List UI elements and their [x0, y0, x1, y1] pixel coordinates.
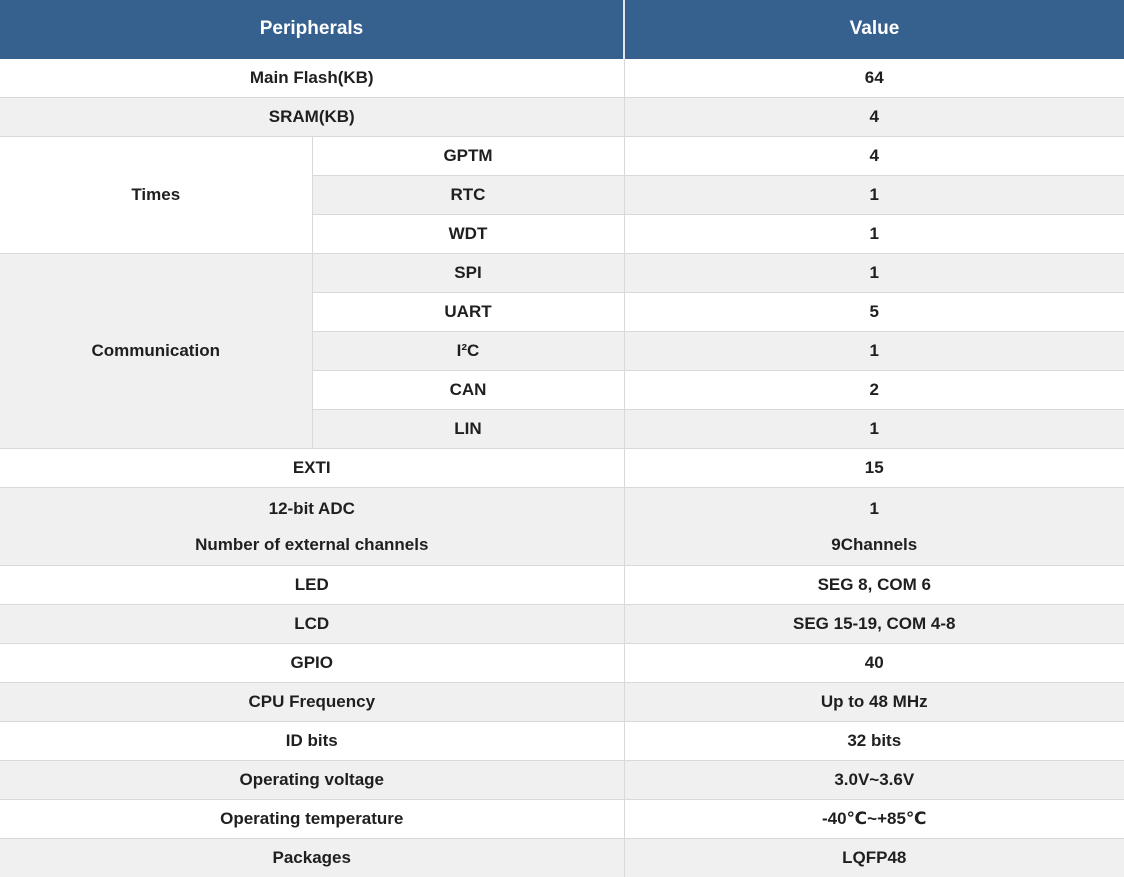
cell-gpio-value: 40 — [623, 643, 1124, 683]
cell-lcd-label: LCD — [0, 604, 625, 644]
cell-packages-label: Packages — [0, 838, 625, 877]
cell-wdt-label: WDT — [312, 214, 625, 254]
table-row-main-flash: Main Flash(KB) 64 — [0, 58, 1124, 98]
table-row-exti: EXTI 15 — [0, 448, 1124, 488]
cell-spi-value: 1 — [623, 253, 1124, 293]
cell-sram-value: 4 — [623, 97, 1124, 137]
adc-value-line1: 1 — [869, 498, 879, 518]
cell-id-bits-value: 32 bits — [623, 721, 1124, 761]
cell-operating-temperature-value: -40℃~+85℃ — [623, 799, 1124, 839]
table-row-adc: 12-bit ADC Number of external channels 1… — [0, 487, 1124, 566]
cell-wdt-value: 1 — [623, 214, 1124, 254]
cell-gptm-label: GPTM — [311, 136, 625, 176]
header-value: Value — [623, 0, 1124, 59]
cell-uart-value: 5 — [623, 292, 1124, 332]
table-row-operating-temperature: Operating temperature -40℃~+85℃ — [0, 799, 1124, 839]
table-row-operating-voltage: Operating voltage 3.0V~3.6V — [0, 760, 1124, 800]
table-row-rtc: RTC 1 — [0, 175, 1124, 215]
table-row-uart: UART 5 — [0, 292, 1124, 332]
adc-label-line2: Number of external channels — [195, 534, 429, 554]
cell-i2c-value: 1 — [623, 331, 1124, 371]
cell-gpio-label: GPIO — [0, 643, 625, 683]
cell-exti-value: 15 — [623, 448, 1124, 488]
table-row-led: LED SEG 8, COM 6 — [0, 565, 1124, 605]
cell-lin-value: 1 — [623, 409, 1124, 449]
table-row-wdt: WDT 1 — [0, 214, 1124, 254]
cell-group-communication: Communication — [0, 253, 313, 449]
table-row-gptm: Times GPTM 4 — [0, 136, 1124, 254]
cell-operating-temperature-label: Operating temperature — [0, 799, 625, 839]
adc-value-line2: 9Channels — [831, 534, 918, 554]
adc-label-line1: 12-bit ADC — [268, 498, 355, 518]
header-peripherals: Peripherals — [0, 0, 625, 59]
table-row-lin: LIN 1 — [0, 409, 1124, 449]
table-row-id-bits: ID bits 32 bits — [0, 721, 1124, 761]
cell-sram-label: SRAM(KB) — [0, 97, 625, 137]
cell-can-value: 2 — [623, 370, 1124, 410]
cell-exti-label: EXTI — [0, 448, 625, 488]
cell-id-bits-label: ID bits — [0, 721, 625, 761]
cell-main-flash-label: Main Flash(KB) — [0, 58, 625, 98]
cell-lcd-value: SEG 15-19, COM 4-8 — [623, 604, 1124, 644]
cell-led-label: LED — [0, 565, 625, 605]
cell-rtc-label: RTC — [312, 175, 625, 215]
cell-group-times: Times — [0, 136, 313, 254]
cell-adc-value: 1 9Channels — [623, 487, 1124, 566]
table-row-packages: Packages LQFP48 — [0, 838, 1124, 877]
cell-spi-label: SPI — [311, 253, 625, 293]
cell-i2c-label: I²C — [312, 331, 625, 371]
cell-cpu-frequency-value: Up to 48 MHz — [623, 682, 1124, 722]
table-row-lcd: LCD SEG 15-19, COM 4-8 — [0, 604, 1124, 644]
table-row-spi: Communication SPI 1 — [0, 253, 1124, 449]
cell-can-label: CAN — [312, 370, 625, 410]
cell-operating-voltage-value: 3.0V~3.6V — [623, 760, 1124, 800]
table-header-row: Peripherals Value — [0, 0, 1124, 59]
table-row-can: CAN 2 — [0, 370, 1124, 410]
cell-rtc-value: 1 — [623, 175, 1124, 215]
cell-gptm-value: 4 — [623, 136, 1124, 176]
table-row-cpu-frequency: CPU Frequency Up to 48 MHz — [0, 682, 1124, 722]
cell-packages-value: LQFP48 — [623, 838, 1124, 877]
cell-uart-label: UART — [312, 292, 625, 332]
cell-adc-label: 12-bit ADC Number of external channels — [0, 487, 625, 566]
cell-cpu-frequency-label: CPU Frequency — [0, 682, 625, 722]
table-row-sram: SRAM(KB) 4 — [0, 97, 1124, 137]
cell-led-value: SEG 8, COM 6 — [623, 565, 1124, 605]
cell-lin-label: LIN — [312, 409, 625, 449]
cell-operating-voltage-label: Operating voltage — [0, 760, 625, 800]
cell-main-flash-value: 64 — [623, 58, 1124, 98]
table-row-gpio: GPIO 40 — [0, 643, 1124, 683]
